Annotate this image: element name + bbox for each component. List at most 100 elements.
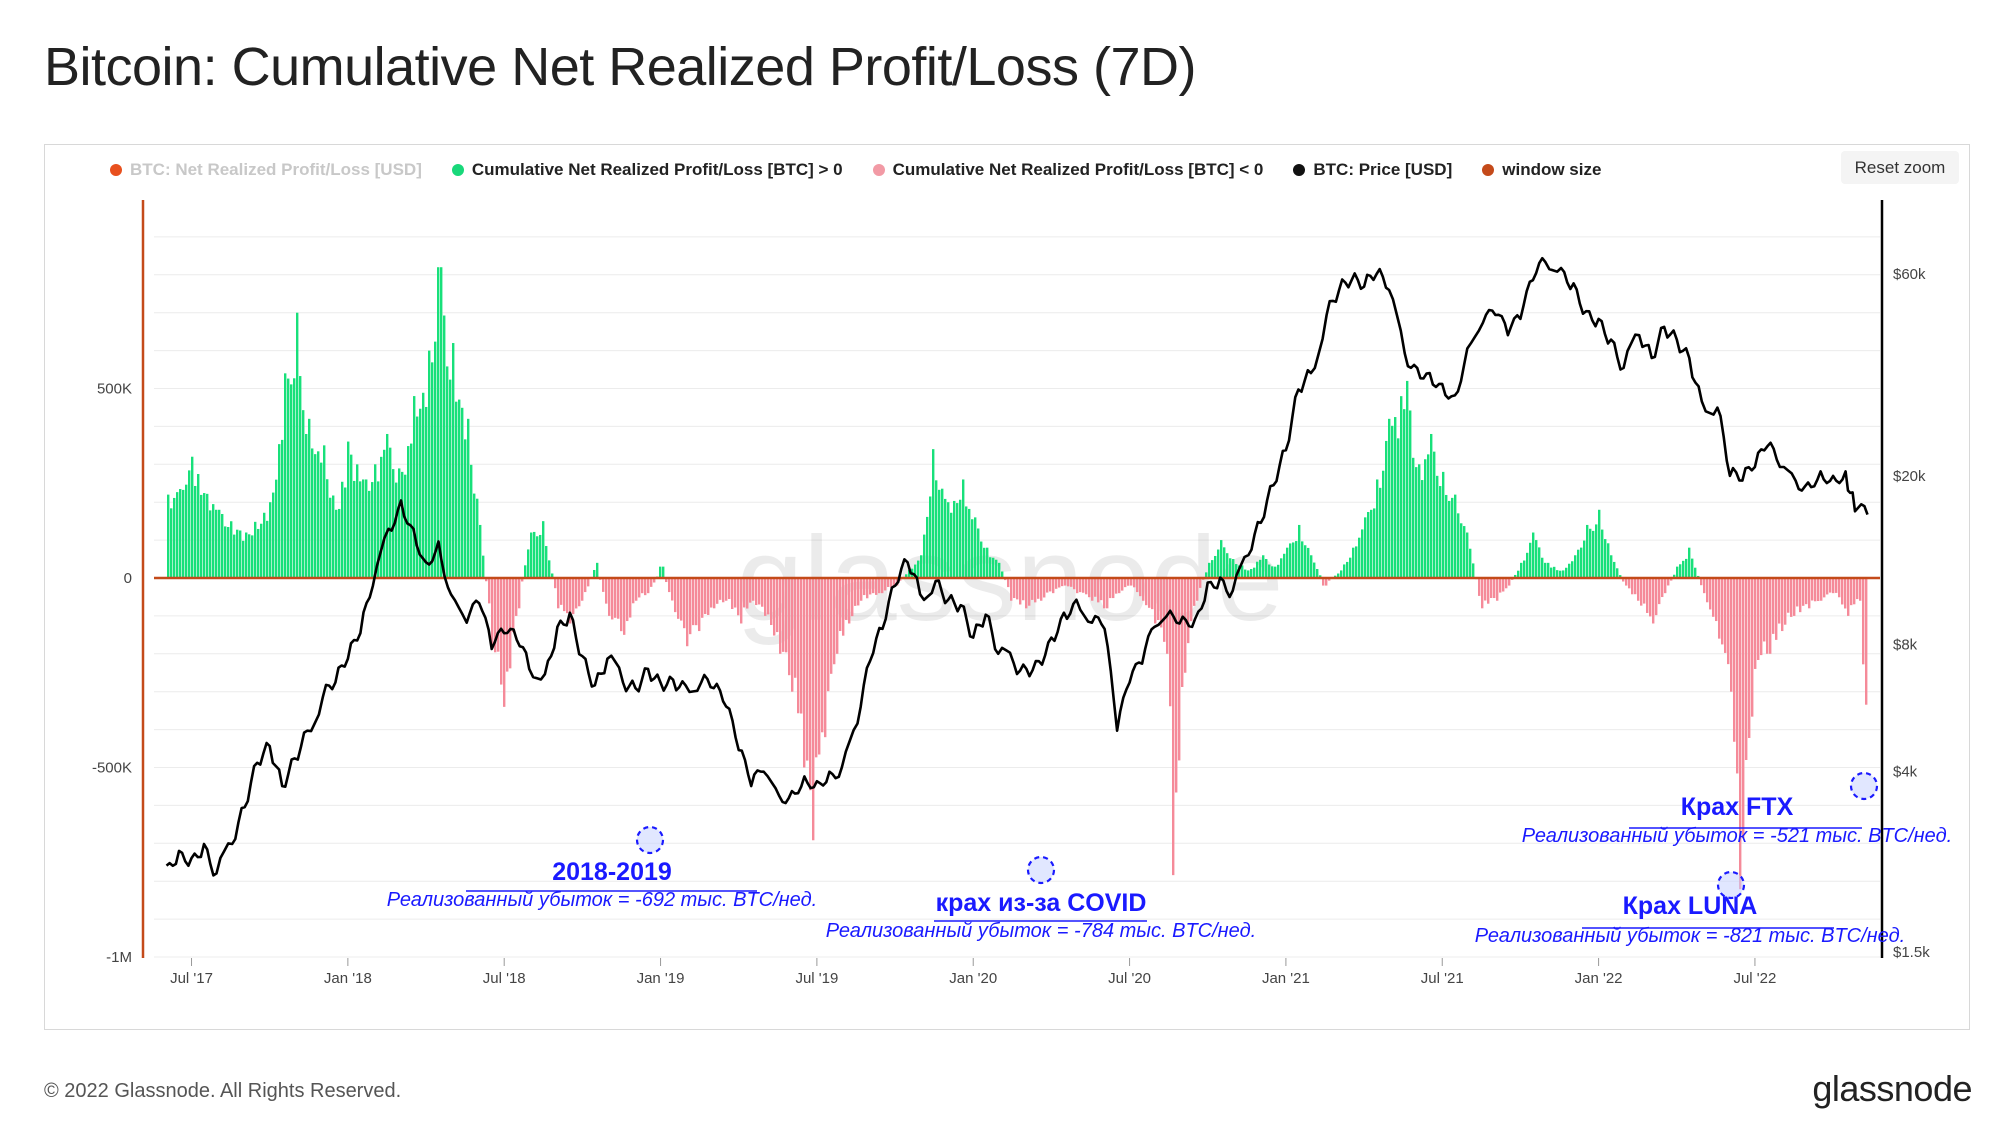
negative-bar[interactable] <box>1109 578 1112 599</box>
positive-bar[interactable] <box>1343 564 1346 578</box>
positive-bar[interactable] <box>965 506 968 578</box>
positive-bar[interactable] <box>995 559 998 578</box>
positive-bar[interactable] <box>1571 561 1574 578</box>
negative-bar[interactable] <box>506 578 509 672</box>
negative-bar[interactable] <box>860 578 863 601</box>
positive-bar[interactable] <box>482 555 485 578</box>
positive-bar[interactable] <box>1367 512 1370 578</box>
negative-bar[interactable] <box>1625 578 1628 586</box>
negative-bar[interactable] <box>1139 578 1142 597</box>
positive-bar[interactable] <box>1397 438 1400 578</box>
positive-bar[interactable] <box>1220 540 1223 578</box>
reset-zoom-button[interactable]: Reset zoom <box>1841 151 1959 184</box>
positive-bar[interactable] <box>1232 559 1235 578</box>
negative-bar[interactable] <box>776 578 779 633</box>
negative-bar[interactable] <box>746 578 749 609</box>
positive-bar[interactable] <box>542 521 545 578</box>
positive-bar[interactable] <box>206 493 209 578</box>
positive-bar[interactable] <box>320 462 323 578</box>
negative-bar[interactable] <box>608 578 611 616</box>
positive-bar[interactable] <box>371 482 374 578</box>
positive-bar[interactable] <box>1262 555 1265 578</box>
positive-bar[interactable] <box>221 513 224 578</box>
negative-bar[interactable] <box>1724 578 1727 653</box>
positive-bar[interactable] <box>194 485 197 578</box>
negative-bar[interactable] <box>839 578 842 631</box>
positive-bar[interactable] <box>545 546 548 578</box>
positive-bar[interactable] <box>1424 459 1427 578</box>
negative-bar[interactable] <box>668 578 671 593</box>
negative-bar[interactable] <box>1640 578 1643 606</box>
positive-bar[interactable] <box>1406 380 1409 578</box>
positive-bar[interactable] <box>1001 571 1004 578</box>
positive-bar[interactable] <box>230 521 233 578</box>
negative-bar[interactable] <box>1154 578 1157 624</box>
negative-bar[interactable] <box>749 578 752 603</box>
negative-bar[interactable] <box>1496 578 1499 601</box>
negative-bar[interactable] <box>785 578 788 653</box>
positive-bar[interactable] <box>1214 555 1217 578</box>
negative-bar[interactable] <box>1631 578 1634 595</box>
positive-bar[interactable] <box>1607 543 1610 578</box>
negative-bar[interactable] <box>755 578 758 606</box>
negative-bar[interactable] <box>830 578 833 674</box>
negative-bar[interactable] <box>1034 578 1037 603</box>
negative-bar[interactable] <box>1763 578 1766 642</box>
positive-bar[interactable] <box>1286 547 1289 578</box>
negative-bar[interactable] <box>1484 578 1487 601</box>
negative-bar[interactable] <box>1754 578 1757 669</box>
positive-bar[interactable] <box>914 564 917 578</box>
positive-bar[interactable] <box>329 497 332 578</box>
negative-bar[interactable] <box>803 578 806 768</box>
positive-bar[interactable] <box>1568 563 1571 578</box>
positive-bar[interactable] <box>941 488 944 578</box>
positive-bar[interactable] <box>1223 547 1226 578</box>
negative-bar[interactable] <box>818 578 821 755</box>
positive-bar[interactable] <box>1277 564 1280 578</box>
negative-bar[interactable] <box>1712 578 1715 617</box>
positive-bar[interactable] <box>1538 547 1541 578</box>
negative-bar[interactable] <box>836 578 839 654</box>
negative-bar[interactable] <box>1757 578 1760 660</box>
negative-bar[interactable] <box>1157 578 1160 621</box>
negative-bar[interactable] <box>815 578 818 758</box>
positive-bar[interactable] <box>452 343 455 578</box>
positive-bar[interactable] <box>182 489 185 578</box>
positive-bar[interactable] <box>251 535 254 578</box>
negative-bar[interactable] <box>1706 578 1709 603</box>
positive-bar[interactable] <box>1409 410 1412 578</box>
negative-bar[interactable] <box>710 578 713 608</box>
positive-bar[interactable] <box>959 499 962 578</box>
positive-bar[interactable] <box>1442 471 1445 578</box>
positive-bar[interactable] <box>950 512 953 578</box>
negative-bar[interactable] <box>1010 578 1013 601</box>
positive-bar[interactable] <box>1265 559 1268 578</box>
negative-bar[interactable] <box>1817 578 1820 602</box>
positive-bar[interactable] <box>215 509 218 578</box>
negative-bar[interactable] <box>1037 578 1040 599</box>
positive-bar[interactable] <box>932 449 935 578</box>
positive-bar[interactable] <box>1292 542 1295 578</box>
negative-bar[interactable] <box>707 578 710 615</box>
negative-bar[interactable] <box>1046 578 1049 593</box>
positive-bar[interactable] <box>290 384 293 578</box>
positive-bar[interactable] <box>980 541 983 578</box>
positive-bar[interactable] <box>1298 524 1301 578</box>
positive-bar[interactable] <box>233 534 236 578</box>
negative-bar[interactable] <box>848 578 851 624</box>
negative-bar[interactable] <box>866 578 869 599</box>
positive-bar[interactable] <box>983 547 986 578</box>
positive-bar[interactable] <box>212 504 215 578</box>
positive-bar[interactable] <box>179 489 182 578</box>
negative-bar[interactable] <box>740 578 743 624</box>
positive-bar[interactable] <box>398 468 401 578</box>
positive-bar[interactable] <box>1301 541 1304 578</box>
positive-bar[interactable] <box>1250 569 1253 578</box>
positive-bar[interactable] <box>1235 564 1238 578</box>
positive-bar[interactable] <box>1565 567 1568 578</box>
negative-bar[interactable] <box>611 578 614 620</box>
positive-bar[interactable] <box>530 532 533 578</box>
positive-bar[interactable] <box>404 474 407 578</box>
negative-bar[interactable] <box>782 578 785 652</box>
positive-bar[interactable] <box>1601 529 1604 578</box>
